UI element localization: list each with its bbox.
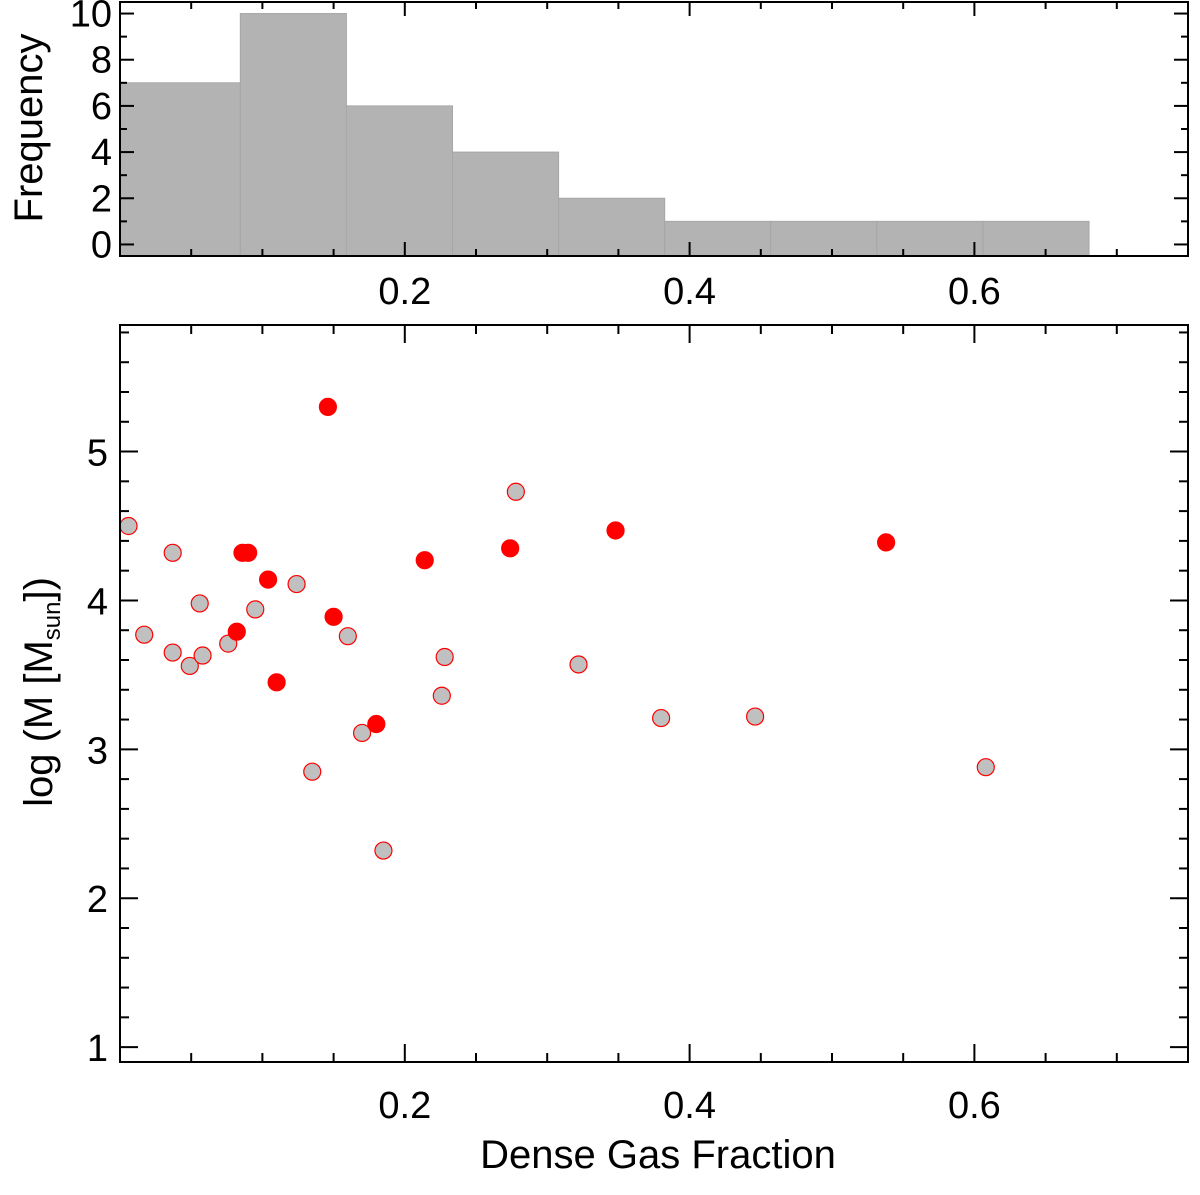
hist-y-tick-label: 6 [91,86,112,128]
scatter-points [119,397,995,860]
scatter-x-tick-label: 0.6 [948,1085,1001,1127]
scatter-y-tick-label: 2 [87,879,108,921]
histogram-bar [982,220,1090,257]
scatter-point-gray [180,656,199,676]
scatter-point-gray [246,600,265,619]
histogram-bar [664,220,772,257]
y-axis-title-end: ]) [17,577,61,601]
scatter-point-gray [745,707,765,726]
scatter-point-gray [193,646,212,665]
scatter-x-axis-title: Dense Gas Fraction [480,1133,836,1177]
scatter-point-gray [506,482,525,501]
hist-x-tick-label: 0.2 [378,271,431,313]
y-axis-title-main: log (M [M [17,640,61,807]
scatter-point-gray [303,762,322,781]
scatter-point-red [367,714,386,734]
histogram-frame [119,1,1189,257]
histogram-bar [345,105,454,257]
scatter-x-tick-label: 0.2 [378,1085,431,1127]
histogram-bars [119,13,1090,257]
scatter-y-tick-label: 4 [87,581,108,623]
hist-y-tick-label: 8 [91,40,112,82]
scatter-point-red [501,539,520,558]
scatter-ticks [120,325,1188,1062]
scatter-point-red [606,521,625,540]
y-axis-title-subscript: sun [39,602,66,641]
scatter-point-red [259,570,278,589]
hist-x-tick-label: 0.6 [948,271,1001,313]
hist-y-tick-label: 10 [70,0,112,36]
scatter-point-red [267,673,286,692]
histogram-bar [770,220,878,257]
histogram-bar [239,13,347,257]
scatter-point-gray [569,655,588,674]
scatter-panel: 0.2 0.4 0.6 1 2 3 4 5 Dense Gas Fraction log (… [17,324,1189,1177]
scatter-point-gray [163,543,182,562]
histogram-bar [876,220,984,257]
hist-y-tick-label: 4 [91,132,112,174]
scatter-y-tick-label: 3 [87,730,108,772]
scatter-point-gray [374,841,393,860]
scatter-x-tick-labels: 0.2 0.4 0.6 [378,1085,1000,1127]
histogram-x-tick-labels: 0.2 0.4 0.6 [378,271,1000,313]
scatter-point-red [227,622,246,641]
histogram-y-axis-title: Frequency [7,34,51,223]
scatter-point-red [877,533,896,552]
histogram-bar [558,197,666,257]
scatter-point-gray [435,647,454,667]
scatter-point-red [239,543,258,562]
scatter-point-red [324,607,343,626]
scatter-point-gray [135,625,154,644]
scatter-point-red [318,397,337,416]
scatter-point-gray [163,643,182,662]
scatter-point-gray [190,594,209,613]
histogram-bar [452,151,560,257]
scatter-point-gray [287,574,306,594]
scatter-point-gray [119,516,138,536]
scatter-point-gray [432,686,451,705]
scatter-y-tick-label: 1 [87,1028,108,1070]
scatter-point-gray [976,758,995,777]
scatter-point-red [415,551,434,570]
histogram-bar [119,82,241,257]
scatter-y-tick-labels: 1 2 3 4 5 [87,433,108,1071]
scatter-y-axis-title: log (M [Msun]) [17,577,66,807]
scatter-point-gray [338,627,357,646]
scatter-frame [119,324,1189,1063]
histogram-ticks [120,2,1188,256]
hist-y-tick-label: 2 [91,178,112,220]
hist-y-tick-label: 0 [91,224,112,266]
scatter-point-gray [352,723,372,743]
scatter-y-tick-label: 5 [87,433,108,475]
hist-x-tick-label: 0.4 [663,271,716,313]
scatter-x-tick-label: 0.4 [663,1085,716,1127]
scatter-point-gray [652,708,671,728]
